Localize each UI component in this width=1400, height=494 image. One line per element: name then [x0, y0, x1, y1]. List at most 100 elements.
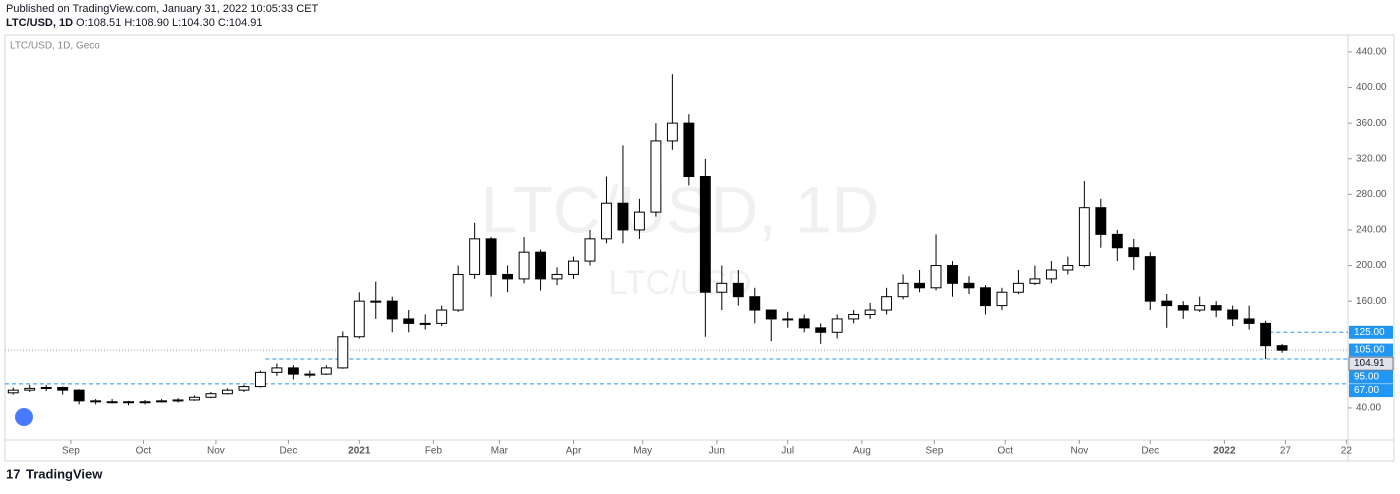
x-tick-label: Sep [62, 446, 80, 457]
candle-body [617, 202, 629, 231]
candle-body [139, 401, 151, 404]
price-label-box [1349, 370, 1393, 384]
y-tick-label: 320.00 [1356, 153, 1387, 164]
candle-body [1276, 345, 1288, 351]
candle-body [864, 309, 876, 315]
x-tick-label: Dec [1141, 446, 1159, 457]
candle-body [320, 367, 332, 375]
x-tick-label: Sep [925, 446, 943, 457]
candle-body [7, 389, 19, 394]
candle-body [1078, 207, 1090, 267]
candle-body [106, 401, 118, 404]
candle-body [650, 140, 662, 213]
watermark-sub: LTC/USD [609, 264, 752, 302]
candle-body [337, 336, 349, 369]
candle-body [419, 322, 431, 325]
candle-body [1227, 309, 1239, 320]
x-tick-label: Oct [997, 446, 1013, 457]
y-tick-label: 280.00 [1356, 189, 1387, 200]
candle-body [551, 273, 563, 280]
candle-body [1029, 278, 1041, 284]
candle-body [123, 401, 135, 404]
candle-body [1045, 269, 1057, 280]
candle-body [1144, 256, 1156, 302]
x-tick-label: Feb [425, 446, 443, 457]
candle-body [1012, 282, 1024, 293]
price-label-box [1349, 343, 1393, 357]
candle-body [1062, 265, 1074, 271]
candle-body [1128, 247, 1140, 258]
candle-body [930, 265, 942, 289]
candle-body [568, 260, 579, 275]
candle-body [798, 318, 810, 329]
x-tick-label: Dec [280, 446, 298, 457]
candle-body [947, 265, 958, 284]
candle-body [1260, 322, 1272, 347]
candle-body [156, 400, 167, 403]
candle-body [963, 282, 975, 289]
candle-body [535, 251, 546, 280]
x-tick-label: Apr [566, 446, 582, 457]
candle-body [1177, 305, 1189, 311]
watermark: LTC/USD, 1D [481, 172, 880, 246]
y-tick-label: 200.00 [1356, 260, 1387, 271]
candle-body [353, 300, 365, 338]
published: Published on TradingView.com, January 31… [6, 3, 319, 15]
y-tick-label: 240.00 [1356, 225, 1387, 236]
x-tick-label: 27 [1280, 446, 1292, 457]
candle-body [996, 291, 1008, 307]
candle-body [980, 287, 991, 307]
x-tick-label: Nov [1071, 446, 1089, 457]
candle-body [815, 327, 827, 333]
x-tick-label: 2022 [1213, 446, 1236, 457]
price-label: 104.91 [1354, 358, 1385, 369]
candle-body [485, 238, 497, 275]
candle-body [601, 202, 612, 240]
candle-body [254, 371, 266, 388]
candle-body [914, 282, 926, 289]
x-tick-label: Jun [709, 446, 725, 457]
price-label-box [1349, 325, 1393, 339]
candle-body [403, 318, 415, 324]
candle-body [683, 122, 695, 178]
y-tick-label: 440.00 [1356, 47, 1387, 58]
candle-body [782, 318, 794, 321]
candle-body [222, 389, 233, 395]
candle-body [699, 176, 711, 293]
candle-body [271, 367, 283, 373]
x-tick-label: Aug [853, 446, 871, 457]
candle-body [57, 386, 69, 391]
x-tick-label: Mar [491, 446, 509, 457]
candle-body [189, 396, 200, 401]
candle-body [633, 211, 645, 231]
y-tick-label: 400.00 [1356, 82, 1387, 93]
candle-body [205, 393, 217, 398]
candle-body [1243, 318, 1255, 324]
x-tick-label: May [633, 446, 652, 457]
candle-body [469, 238, 481, 275]
price-label: 125.00 [1354, 327, 1385, 338]
ohlc: O:108.51 H:108.90 L:104.30 C:104.91 [76, 17, 263, 29]
x-tick-label: 22 [1341, 446, 1353, 457]
candle-body [1111, 233, 1123, 249]
x-tick-label: Nov [207, 446, 225, 457]
candle-body [749, 296, 761, 311]
candle-body [73, 389, 85, 402]
price-label-box [1348, 356, 1394, 371]
candle-body [848, 313, 860, 320]
x-tick-label: Jul [781, 446, 794, 457]
candle-body [881, 296, 893, 311]
candle-body [90, 400, 102, 403]
candle-body [897, 282, 909, 298]
y-tick-label: 160.00 [1356, 296, 1387, 307]
x-tick-label: 2021 [348, 446, 371, 457]
y-tick-label: 360.00 [1356, 118, 1387, 129]
footer-brand: TradingView [26, 466, 103, 481]
candle-body [732, 282, 744, 298]
candle-body [24, 387, 36, 391]
symbol: LTC/USD, 1D [6, 17, 73, 29]
candle-body [452, 273, 464, 311]
candle-body [765, 309, 777, 320]
candle-body [1210, 305, 1222, 311]
